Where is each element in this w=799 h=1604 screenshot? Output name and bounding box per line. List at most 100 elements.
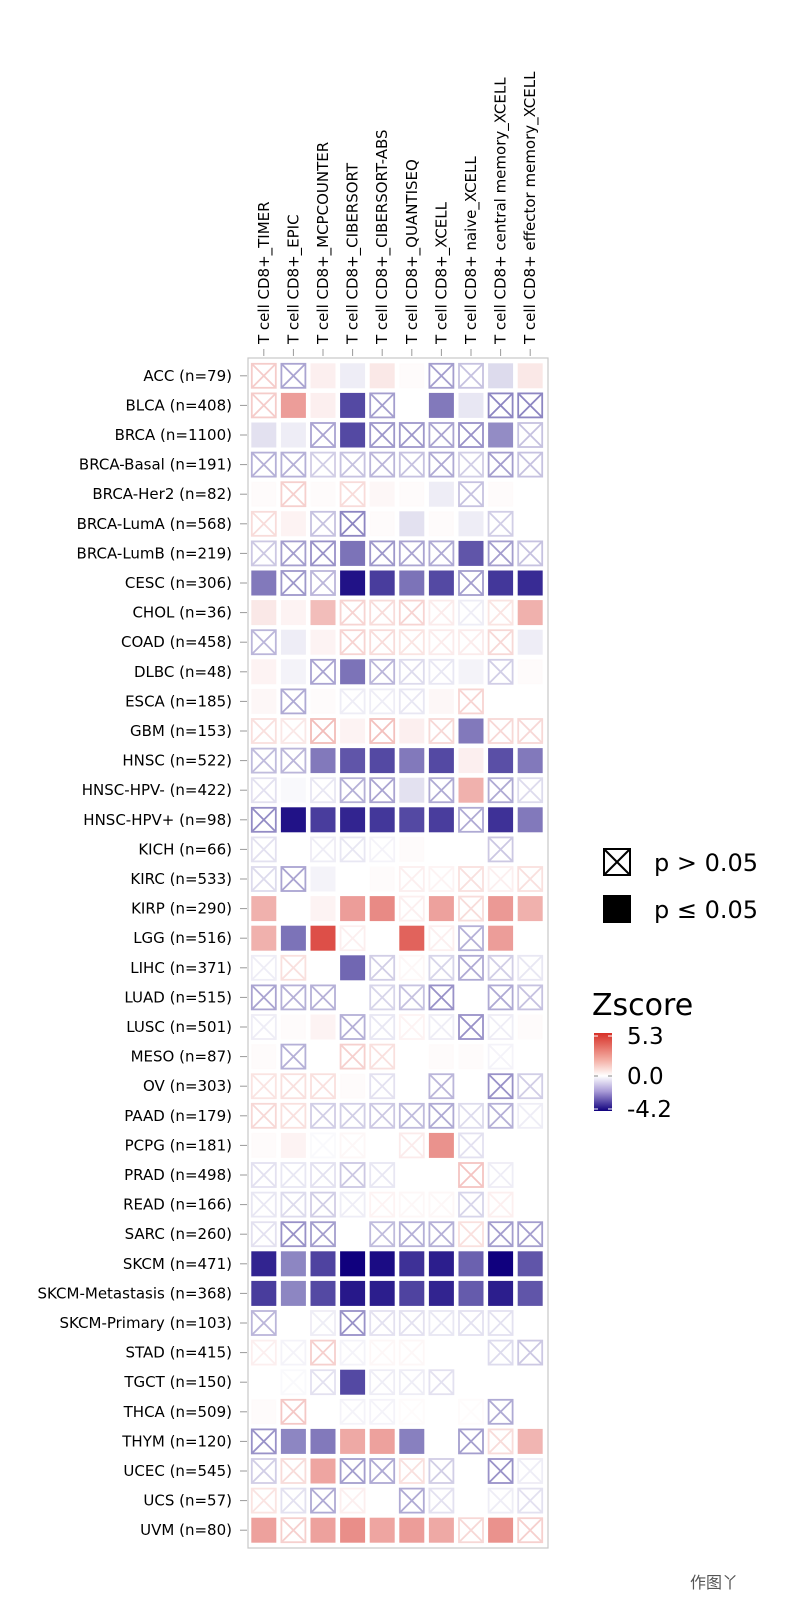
cell-cross-line (251, 540, 277, 567)
heatmap-cell (458, 511, 484, 537)
cell-fill (517, 511, 543, 537)
heatmap-cell (398, 1102, 425, 1129)
heatmap-cell (369, 392, 396, 419)
cell-cross-line (280, 1399, 307, 1425)
cell-cross-line (339, 511, 366, 537)
cell-fill (340, 955, 366, 981)
heatmap-cell (487, 1339, 514, 1366)
heatmap-cell (428, 511, 454, 537)
cell-cross-line (251, 1191, 277, 1218)
heatmap-cell (280, 1221, 307, 1248)
heatmap-cell (517, 1310, 543, 1336)
cell-fill (280, 925, 306, 951)
cell-fill (488, 896, 514, 922)
cell-fill (280, 1428, 306, 1454)
cell-cross-line (310, 659, 336, 685)
row-label: TGCT (n=150) (123, 1373, 232, 1391)
heatmap-cell (339, 925, 366, 952)
heatmap-cell (517, 896, 543, 922)
cell-fill (399, 570, 425, 596)
heatmap-cell (310, 1014, 336, 1040)
cell-cross-line (487, 777, 514, 803)
column-label: T cell CD8+ central memory_XCELL (492, 77, 511, 345)
heatmap-cell (428, 807, 454, 833)
row-label: HNSC-HPV- (n=422) (82, 781, 232, 799)
cell-cross-line (487, 955, 514, 981)
heatmap-cell (398, 1221, 425, 1248)
row-label: PAAD (n=179) (124, 1107, 232, 1125)
heatmap-cell (369, 1014, 396, 1040)
heatmap-cell (517, 1073, 544, 1100)
heatmap-cell (340, 1517, 366, 1543)
cell-cross-line (458, 363, 484, 389)
cell-fill (488, 481, 514, 507)
cell-fill (310, 629, 336, 655)
cell-cross-line (339, 1132, 366, 1159)
heatmap-cell (398, 895, 425, 922)
cell-cross-line (487, 1428, 514, 1455)
heatmap-cell (399, 1073, 425, 1099)
heatmap-cell (280, 1487, 307, 1514)
cell-fill (340, 1073, 366, 1099)
cell-cross-line (369, 1162, 395, 1188)
cell-cross-line (339, 1399, 366, 1425)
heatmap-cell (399, 718, 425, 744)
cell-cross-line (369, 1458, 395, 1484)
cell-fill (340, 866, 366, 892)
cell-fill (251, 481, 277, 507)
cell-fill (458, 511, 484, 537)
cell-fill (340, 718, 366, 744)
heatmap-cell (280, 1102, 307, 1129)
heatmap-cell (369, 807, 395, 833)
heatmap-cell (250, 954, 277, 981)
heatmap-cell (339, 1398, 366, 1425)
heatmap-cell (487, 954, 514, 981)
heatmap-cell (399, 836, 425, 862)
heatmap-cell (488, 481, 514, 507)
heatmap-cell (458, 1398, 484, 1425)
heatmap-cell (340, 748, 366, 774)
cell-fill (251, 1399, 277, 1425)
cell-cross-line (280, 1221, 307, 1247)
cell-cross-line (280, 866, 307, 892)
heatmap-cell (310, 718, 336, 744)
cell-cross-line (428, 599, 455, 626)
cell-cross-line (399, 1458, 425, 1484)
heatmap-cell (310, 1339, 336, 1366)
cell-cross-line (458, 925, 484, 951)
heatmap-cell (428, 540, 455, 567)
row-label: THCA (n=509) (123, 1403, 232, 1421)
cell-cross-line (399, 984, 425, 1011)
cell-cross-line (428, 777, 455, 803)
cell-fill (458, 836, 484, 862)
cell-fill (399, 1280, 425, 1306)
cell-fill (399, 925, 425, 951)
heatmap-cell (250, 836, 277, 863)
heatmap-cell (280, 954, 307, 981)
cell-fill (310, 363, 336, 389)
cell-cross-line (310, 511, 336, 537)
cell-cross-line (458, 1428, 484, 1455)
cell-fill (517, 1310, 543, 1336)
heatmap-cell (369, 1162, 396, 1188)
heatmap-cell (250, 540, 277, 567)
cell-cross-line (399, 540, 425, 567)
cell-cross-line (339, 688, 366, 715)
cell-cross-line (251, 511, 277, 537)
cell-fill (340, 422, 366, 448)
heatmap-cell (340, 718, 366, 744)
heatmap-cell (369, 954, 396, 981)
row-label: SKCM-Primary (n=103) (59, 1314, 232, 1332)
cell-cross-line (251, 1014, 277, 1040)
cell-fill (310, 1517, 336, 1543)
heatmap-cell (310, 1428, 336, 1454)
cell-cross-line (280, 1103, 307, 1129)
cell-cross-line (310, 451, 336, 478)
colorbar-min-label: -4.2 (627, 1097, 672, 1123)
cell-cross-line (280, 1073, 307, 1099)
cell-cross-line (517, 1103, 543, 1129)
cell-fill (280, 659, 306, 685)
heatmap-cell (280, 925, 306, 951)
cell-fill (517, 659, 543, 685)
heatmap-cell (310, 1251, 336, 1277)
